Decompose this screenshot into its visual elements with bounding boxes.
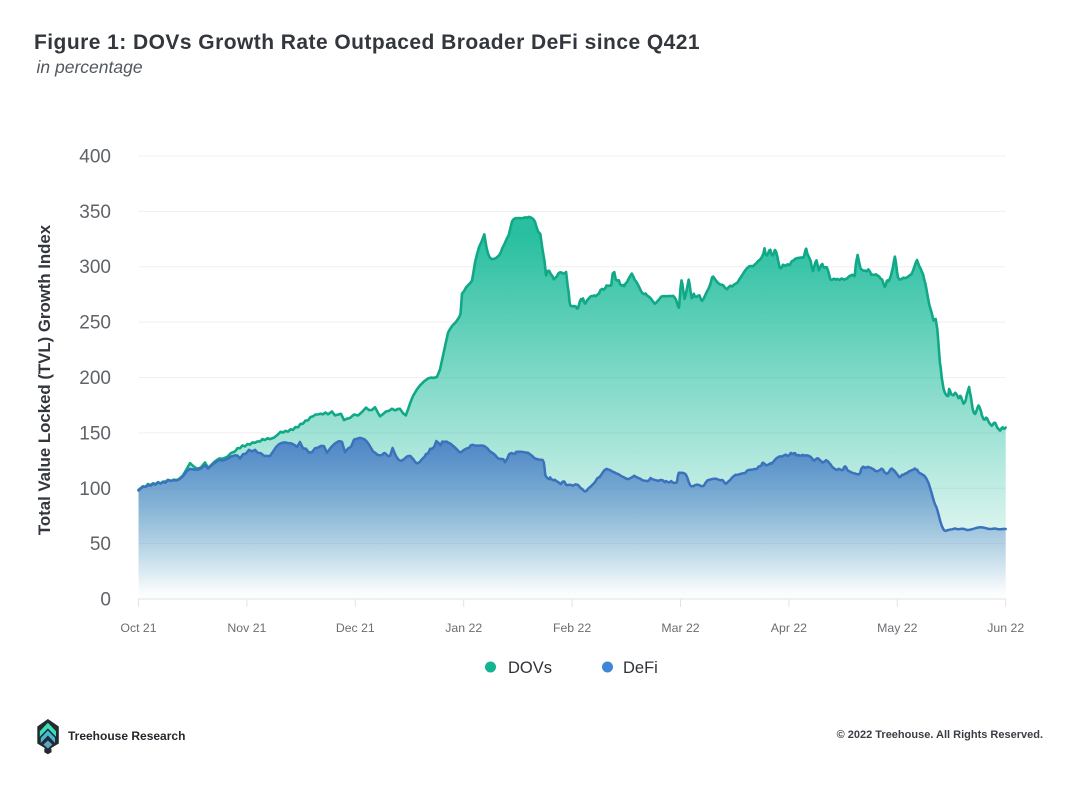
svg-text:DOVs: DOVs [508, 659, 552, 677]
svg-text:50: 50 [90, 534, 111, 555]
svg-text:300: 300 [79, 257, 111, 278]
svg-text:0: 0 [100, 590, 111, 611]
svg-text:Jan 22: Jan 22 [445, 621, 482, 635]
svg-text:100: 100 [79, 479, 111, 500]
svg-text:200: 200 [79, 368, 111, 389]
svg-text:Dec 21: Dec 21 [336, 621, 375, 635]
svg-text:Apr 22: Apr 22 [771, 621, 807, 635]
svg-text:400: 400 [79, 147, 111, 168]
svg-text:Mar 22: Mar 22 [661, 621, 699, 635]
svg-text:350: 350 [79, 202, 111, 223]
svg-text:150: 150 [79, 423, 111, 444]
svg-text:Feb 22: Feb 22 [553, 621, 591, 635]
svg-text:Nov 21: Nov 21 [227, 621, 266, 635]
svg-text:Jun 22: Jun 22 [987, 621, 1024, 635]
svg-text:250: 250 [79, 313, 111, 334]
svg-text:May 22: May 22 [877, 621, 917, 635]
svg-text:DeFi: DeFi [623, 659, 658, 677]
svg-text:Oct 21: Oct 21 [120, 621, 156, 635]
